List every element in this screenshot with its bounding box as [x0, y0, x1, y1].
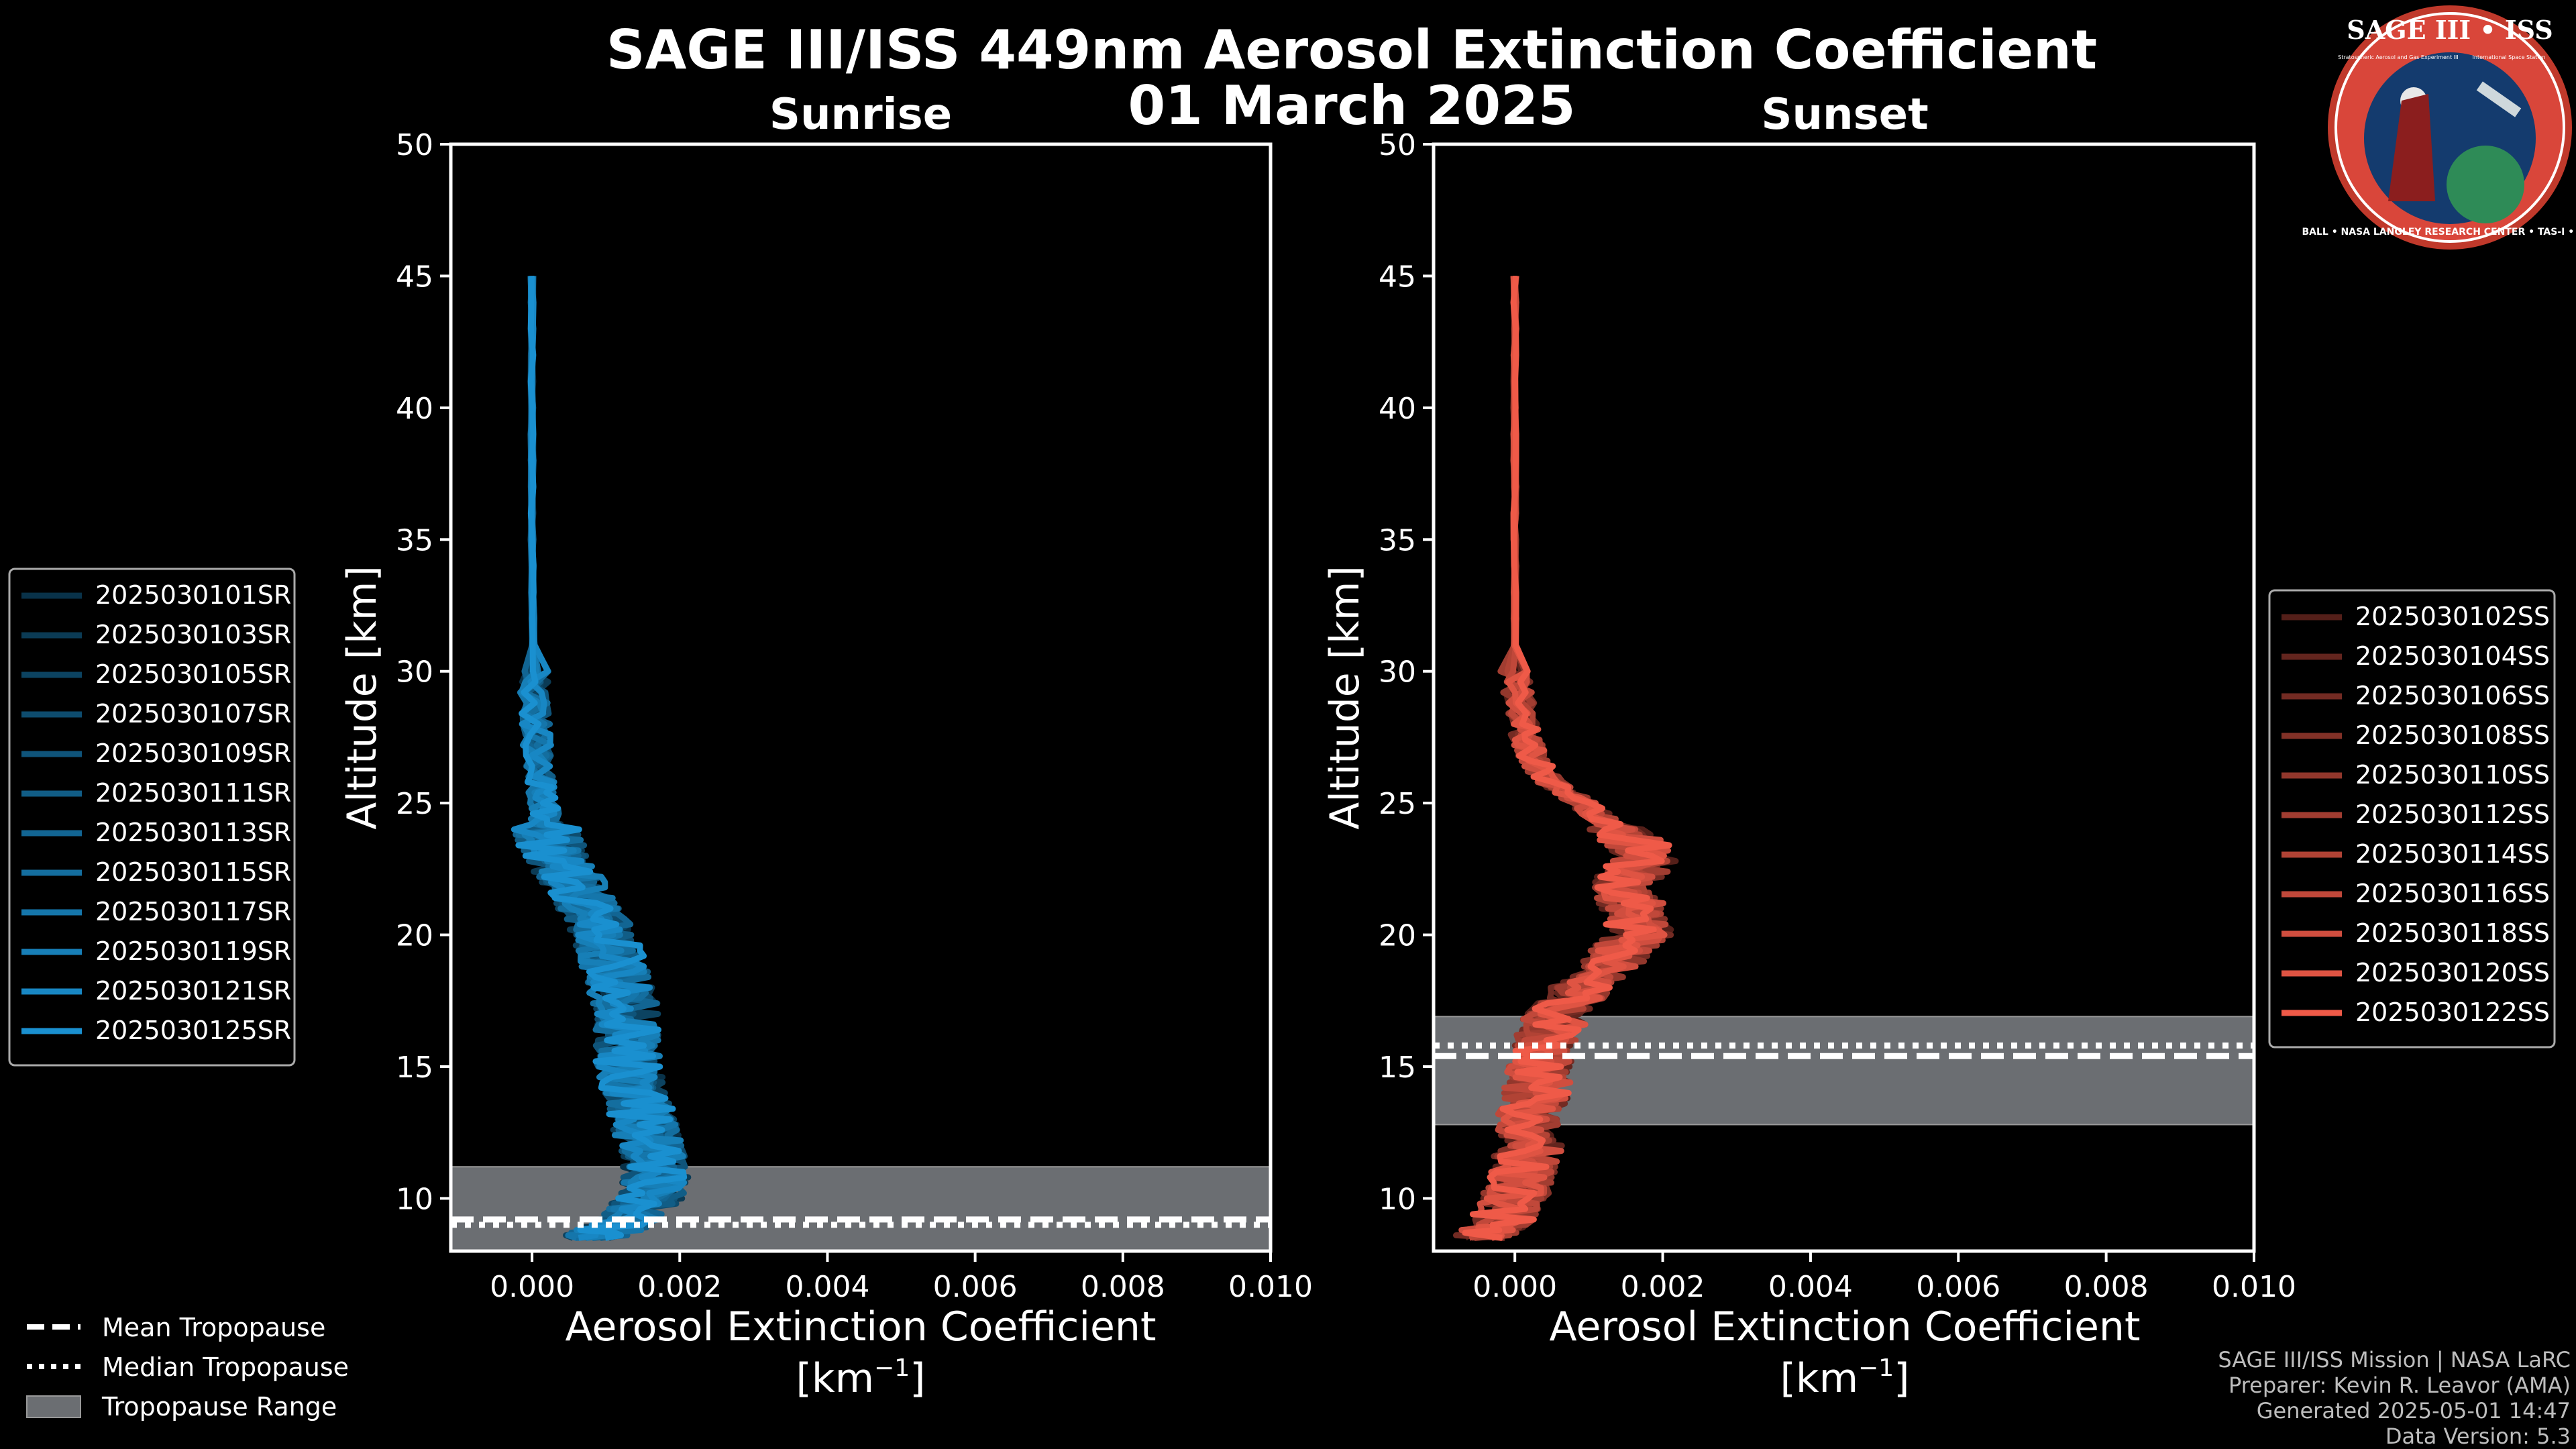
- sunset-legend-entry: 2025030122SS: [2355, 998, 2550, 1027]
- sunset-legend-entry: 2025030108SS: [2355, 720, 2550, 750]
- sunrise-legend-entry: 2025030107SR: [95, 699, 291, 729]
- logo-tagline-2: International Space Station: [2473, 54, 2546, 60]
- iss-icon: [2476, 81, 2522, 117]
- credit-generated: Generated 2025-05-01 14:47: [2257, 1398, 2571, 1424]
- sunset-x-axis-label: Aerosol Extinction Coefficient: [1550, 1303, 2141, 1350]
- sunset-y-tick-label: 20: [1379, 919, 1416, 953]
- sunrise-legend-entry: 2025030103SR: [95, 620, 291, 649]
- sunset-x-tick-label: 0.004: [1768, 1270, 1853, 1304]
- sunset-legend-entry: 2025030120SS: [2355, 958, 2550, 987]
- sunset-y-tick-label: 45: [1379, 260, 1416, 294]
- sunset-y-tick-label: 50: [1379, 128, 1416, 162]
- sunrise-x-tick-label: 0.004: [785, 1270, 869, 1304]
- credits-block: SAGE III/ISS Mission | NASA LaRC Prepare…: [2218, 1347, 2571, 1449]
- sunset-y-tick-label: 30: [1379, 655, 1416, 690]
- sunset-y-tick-label: 35: [1379, 523, 1416, 557]
- sunrise-legend-entry: 2025030109SR: [95, 739, 291, 768]
- sunset-y-axis-label: Altitude [km]: [1322, 566, 1368, 830]
- sunrise-legend-entry: 2025030113SR: [95, 818, 291, 847]
- sunset-legend: 2025030102SS 2025030104SS 2025030106SS 2025…: [2268, 589, 2556, 1049]
- sunrise-y-tick-label: 25: [396, 787, 433, 821]
- mean-tropopause-label: Mean Tropopause: [102, 1313, 325, 1342]
- sunset-legend-entry: 2025030106SS: [2355, 681, 2550, 710]
- sunrise-legend-entry: 2025030119SR: [95, 936, 291, 966]
- sunrise-legend-entry: 2025030117SR: [95, 897, 291, 926]
- logo-title: SAGE III • ISS: [2347, 15, 2553, 45]
- sunrise-y-tick-label: 50: [396, 128, 433, 162]
- sunset-panel: 0.000 0.002 0.004 0.006 0.008 0.010 10 15 20 25 30…: [1379, 128, 2296, 1304]
- sunrise-x-axis-label: Aerosol Extinction Coefficient: [566, 1303, 1157, 1350]
- sunrise-legend: 2025030101SR 2025030103SR 2025030105SR 2025…: [8, 568, 296, 1067]
- sunset-x-tick-label: 0.006: [1916, 1270, 2000, 1304]
- sunset-x-tick-label: 0.002: [1621, 1270, 1705, 1304]
- sunrise-panel-title: Sunrise: [769, 90, 952, 140]
- sunset-legend-entry: 2025030102SS: [2355, 602, 2550, 631]
- sunrise-legend-entry: 2025030121SR: [95, 976, 291, 1006]
- sunrise-panel: 0.000 0.002 0.004 0.006 0.008 0.010 10 15 20 25 30…: [396, 128, 1313, 1304]
- credit-preparer: Preparer: Kevin R. Leavor (AMA): [2229, 1373, 2571, 1398]
- sunrise-x-axis-unit: [km−1]: [796, 1354, 925, 1402]
- sunset-profile-2025030120SS: [1471, 276, 1668, 1241]
- logo-tagline-1: Stratospheric Aerosol and Gas Experiment…: [2338, 54, 2458, 60]
- sunrise-y-axis-label: Altitude [km]: [339, 566, 386, 830]
- sunset-panel-title: Sunset: [1761, 90, 1928, 140]
- sunrise-y-tick-label: 45: [396, 260, 433, 294]
- credit-mission: SAGE III/ISS Mission | NASA LaRC: [2218, 1347, 2571, 1373]
- logo-ring-text: BALL • NASA LANGLEY RESEARCH CENTER • TA…: [2302, 227, 2576, 237]
- sunrise-legend-entry: 2025030111SR: [95, 778, 291, 808]
- sunrise-profile-2025030125SR: [515, 276, 688, 1241]
- astronomer-figure-icon: [2388, 94, 2435, 201]
- sunset-legend-entry: 2025030110SS: [2355, 760, 2550, 790]
- sunrise-legend-entry: 2025030105SR: [95, 659, 291, 689]
- sunset-x-tick-label: 0.010: [2212, 1270, 2296, 1304]
- figure-title: SAGE III/ISS 449nm Aerosol Extinction Co…: [606, 19, 2097, 81]
- earth-icon: [2447, 146, 2524, 223]
- tropopause-range-label: Tropopause Range: [101, 1392, 337, 1421]
- sunrise-y-tick-label: 35: [396, 523, 433, 557]
- sunset-legend-entry: 2025030118SS: [2355, 918, 2550, 948]
- sunset-axes-frame: [1432, 142, 2256, 1253]
- median-tropopause-label: Median Tropopause: [102, 1352, 349, 1382]
- sunrise-y-tick-label: 15: [396, 1051, 433, 1085]
- sunrise-plot-area: [451, 144, 1271, 1251]
- sunset-legend-entry: 2025030114SS: [2355, 839, 2550, 869]
- sunrise-y-tick-label: 10: [396, 1182, 433, 1216]
- sunrise-axes-frame: [449, 142, 1273, 1253]
- sunrise-legend-entry: 2025030115SR: [95, 857, 291, 887]
- sunset-x-tick-label: 0.008: [2064, 1270, 2149, 1304]
- sunset-profile-2025030122SS: [1462, 276, 1672, 1241]
- sunrise-x-tick-label: 0.000: [490, 1270, 574, 1304]
- sunrise-x-tick-label: 0.008: [1081, 1270, 1165, 1304]
- sage-iss-logo: SAGE III • ISS Stratospheric Aerosol and…: [2302, 5, 2576, 250]
- sunset-x-tick-label: 0.000: [1472, 1270, 1557, 1304]
- credit-data-version: Data Version: 5.3: [2385, 1424, 2571, 1449]
- sunset-y-tick-label: 15: [1379, 1051, 1416, 1085]
- sunrise-legend-entry: 2025030101SR: [95, 580, 291, 610]
- tropopause-range-swatch: [26, 1395, 81, 1418]
- sunset-y-tick-label: 10: [1379, 1182, 1416, 1216]
- sunrise-x-tick-label: 0.010: [1228, 1270, 1313, 1304]
- tropopause-legend: Mean Tropopause Median Tropopause Tropop…: [26, 1313, 349, 1421]
- sunrise-y-tick-label: 30: [396, 655, 433, 690]
- sunrise-legend-entry: 2025030125SR: [95, 1016, 291, 1045]
- sunset-legend-entry: 2025030104SS: [2355, 641, 2550, 671]
- sunset-legend-entry: 2025030112SS: [2355, 800, 2550, 829]
- sunrise-legend-frame: [8, 568, 296, 1067]
- sunrise-y-tick-label: 40: [396, 392, 433, 426]
- sunrise-x-tick-label: 0.006: [933, 1270, 1018, 1304]
- sunset-y-tick-label: 25: [1379, 787, 1416, 821]
- sunset-y-tick-label: 40: [1379, 392, 1416, 426]
- sunset-legend-entry: 2025030116SS: [2355, 879, 2550, 908]
- sunrise-y-tick-label: 20: [396, 919, 433, 953]
- sunrise-x-tick-label: 0.002: [637, 1270, 722, 1304]
- sunrise-profile-2025030121SR: [511, 276, 688, 1241]
- figure-date: 01 March 2025: [1128, 74, 1575, 137]
